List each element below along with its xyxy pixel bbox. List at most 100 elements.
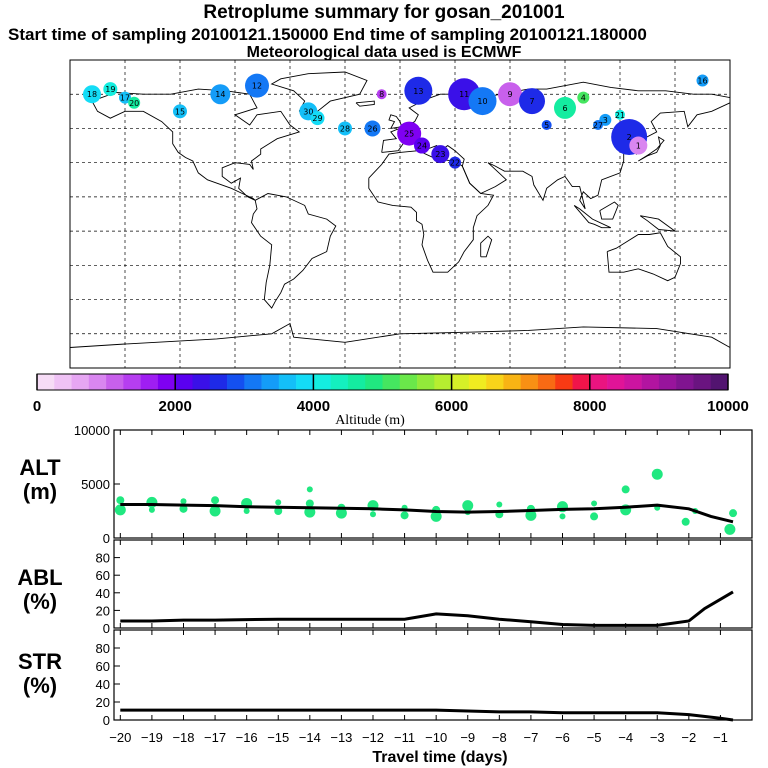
abl-line [120,590,734,627]
colorbar-swatch [572,374,591,390]
colorbar-swatch [330,374,349,390]
coastline [251,193,337,309]
coastline [573,205,611,229]
panel-frame [113,429,753,539]
plume-marker-label: 24 [417,142,427,151]
abl-y-tick-label: 0 [103,621,110,636]
plume-marker [431,145,450,164]
x-tick-label: −17 [204,730,226,745]
colorbar-tick-label: 2000 [159,398,192,415]
x-tick-label: −5 [587,730,602,745]
colorbar-swatch [589,374,608,390]
colorbar-tick-label: 8000 [573,398,606,415]
plume-marker-label: 9 [507,90,512,99]
x-tick-label: −18 [172,730,194,745]
colorbar-swatch [382,374,401,390]
alt-y-tick-label: 5000 [81,477,110,492]
plume-marker [554,96,576,119]
coastline [480,235,493,258]
plume-marker [593,120,603,131]
x-tick-label: −13 [330,730,352,745]
str-y-tick-label: 40 [96,677,110,692]
colorbar-tick-label: 10000 [707,398,749,415]
colorbar-swatch [658,374,677,390]
colorbar-swatch [555,374,573,390]
panel-frame [113,629,753,721]
alt-scatter-point [400,511,409,520]
plume-marker-label: 21 [615,111,625,120]
plume-marker-label: 13 [413,87,423,96]
x-tick-label: −1 [713,730,728,745]
x-tick-label: −9 [460,730,475,745]
colorbar-swatch [451,374,470,390]
abl-y-tick-label: 40 [96,586,110,601]
colorbar-swatch [123,374,141,390]
plume-marker-label: 14 [215,90,225,99]
colorbar-swatch [434,374,452,390]
plume-marker-label: 26 [367,124,377,133]
plume-marker-label: 28 [340,124,350,133]
alt-scatter-point [179,504,188,513]
plume-marker [541,120,552,131]
str-y-tick-label: 20 [96,695,110,710]
plume-marker-label: 2 [627,133,632,142]
str-y-tick-label: 0 [103,713,110,728]
colorbar-swatch [624,374,642,390]
colorbar-swatch [347,374,366,390]
colorbar-swatch [37,374,55,390]
plume-marker-label: 11 [459,90,469,99]
colorbar-tick-label: 6000 [435,398,468,415]
plume-marker-label: 7 [529,97,534,106]
coastline [69,322,731,348]
plume-marker-label: 27 [593,121,603,130]
coastline [639,215,677,232]
plume-marker [498,82,522,107]
str-y-tick-label: 80 [96,641,110,656]
alt-scatter-point [180,498,187,505]
str-y-tick-label: 60 [96,659,110,674]
x-tick-label: −3 [650,730,665,745]
alt-scatter-point [590,512,599,521]
plume-marker-label: 15 [175,107,185,116]
coastline [270,71,368,112]
plume-marker [449,156,461,169]
alt-scatter-point [430,510,442,522]
alt-scatter-point [462,500,474,512]
colorbar-swatch [693,374,712,390]
plume-marker [338,121,352,136]
alt-scatter-point [305,499,314,508]
coastline [91,88,301,201]
x-tick-label: −15 [267,730,289,745]
x-tick-label: −14 [299,730,321,745]
alt-scatter-point [496,501,503,508]
plume-marker-label: 4 [581,94,586,103]
x-tick-label: −10 [425,730,447,745]
colorbar-swatch [209,374,228,390]
plume-marker-label: 19 [105,85,115,94]
plume-marker-label: 3 [603,116,608,125]
alt-scatter-point [209,505,221,517]
colorbar-swatch [468,374,487,390]
alt-scatter-point [274,507,283,515]
alt-scatter-point [651,468,663,480]
plume-marker [404,76,433,105]
plume-marker-label: 17 [120,94,130,103]
alt-scatter-point [621,485,630,494]
meteo-source: Meteorological data used is ECMWF [246,44,522,61]
colorbar-swatch [607,374,625,390]
x-tick-label: −12 [362,730,384,745]
colorbar-swatch [261,374,280,390]
x-tick-label: −11 [394,730,415,745]
plume-marker-label: 18 [87,90,97,99]
plume-marker-label: 25 [404,130,414,139]
alt-scatter-point [729,509,738,518]
plume-marker [128,96,141,109]
plume-marker-label: 20 [129,99,139,108]
colorbar-swatch [710,374,729,390]
colorbar-tick-label: 4000 [297,398,330,415]
plume-marker [376,89,387,100]
plume-marker-label: 8 [379,90,384,99]
alt-scatter-point [148,506,155,513]
